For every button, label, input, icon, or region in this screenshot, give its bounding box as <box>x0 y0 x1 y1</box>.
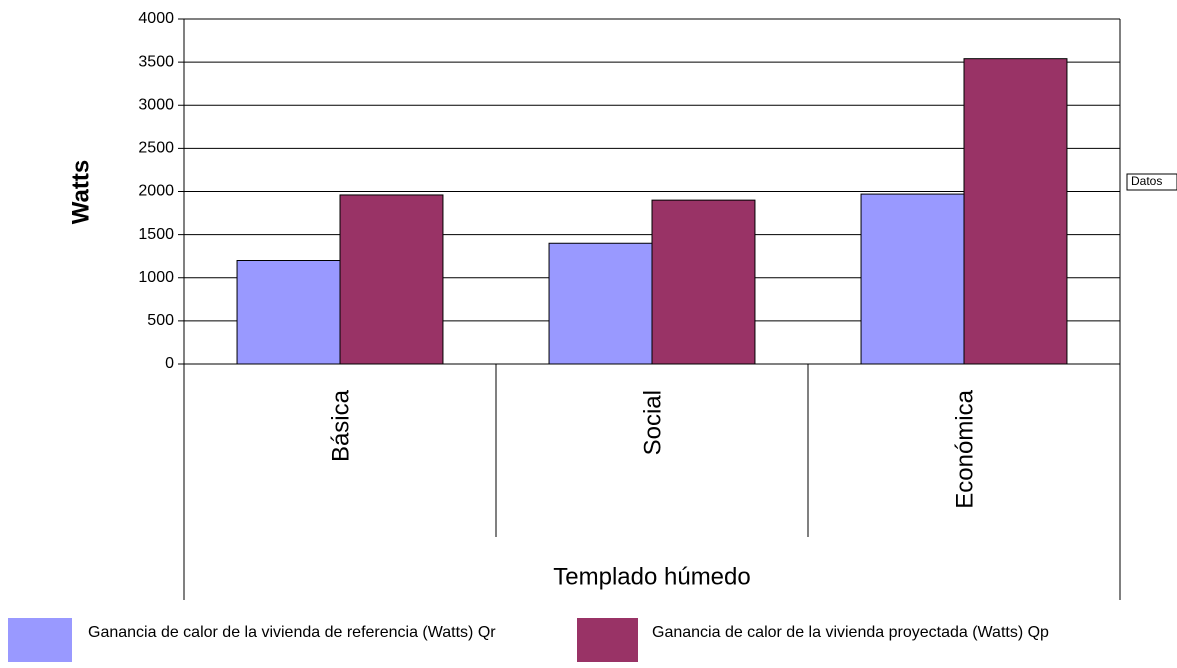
bar <box>236 260 341 365</box>
legend-label: Ganancia de calor de la vivienda de refe… <box>88 624 496 641</box>
x-tick-label: Social <box>639 390 666 455</box>
bar <box>860 193 965 365</box>
y-tick-label: 3500 <box>138 53 174 70</box>
x-tick-label: Básica <box>327 389 354 462</box>
annotation: Datos <box>1131 174 1162 188</box>
y-tick-label: 1500 <box>138 226 174 243</box>
bar <box>963 58 1068 365</box>
x-tick-label: Económica <box>951 389 978 508</box>
y-tick-label: 2000 <box>138 183 174 200</box>
y-axis-label: Watts <box>67 160 94 224</box>
bar <box>339 194 444 365</box>
annotation-box <box>1126 173 1177 191</box>
legend-swatch <box>577 618 638 662</box>
y-tick-label: 4000 <box>138 10 174 27</box>
y-tick-label: 2500 <box>138 140 174 157</box>
y-tick-label: 0 <box>165 355 174 372</box>
y-tick-label: 1000 <box>138 269 174 286</box>
y-tick-label: 3000 <box>138 96 174 113</box>
legend-swatch <box>8 618 72 662</box>
bar <box>651 199 756 365</box>
legend-label: Ganancia de calor de la vivienda proyect… <box>652 624 1049 641</box>
bar <box>548 242 653 365</box>
y-tick-label: 500 <box>147 312 174 329</box>
group-label: Templado húmedo <box>553 563 750 590</box>
